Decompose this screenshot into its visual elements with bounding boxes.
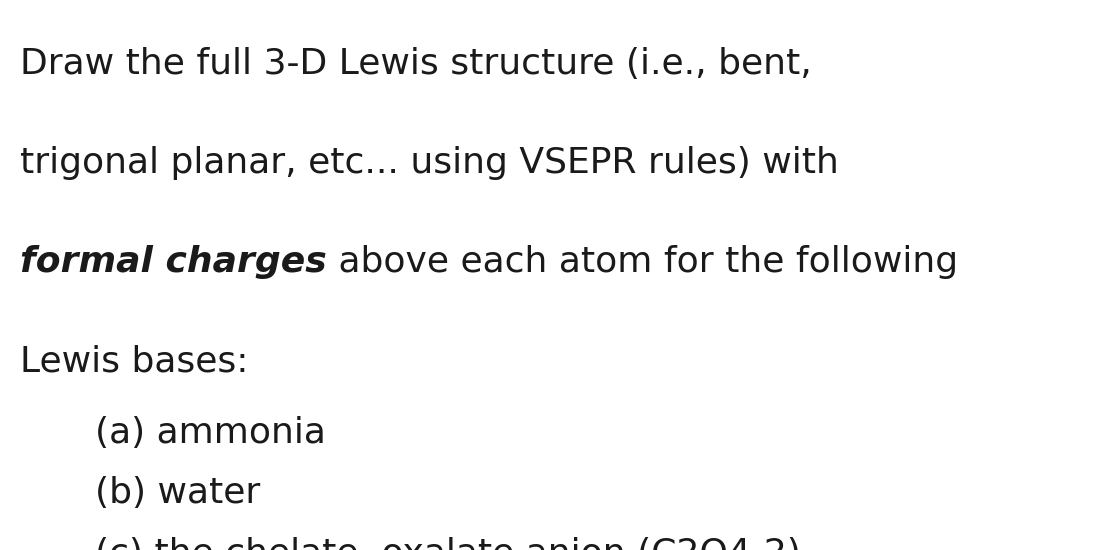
Text: formal charges: formal charges bbox=[20, 245, 327, 279]
Text: trigonal planar, etc... using VSEPR rules) with: trigonal planar, etc... using VSEPR rule… bbox=[20, 146, 839, 180]
Text: (a) ammonia: (a) ammonia bbox=[95, 416, 326, 450]
Text: above each atom for the following: above each atom for the following bbox=[327, 245, 958, 279]
Text: Lewis bases:: Lewis bases: bbox=[20, 344, 248, 378]
Text: Draw the full 3-D Lewis structure (i.e., bent,: Draw the full 3-D Lewis structure (i.e.,… bbox=[20, 47, 812, 81]
Text: (b) water: (b) water bbox=[95, 476, 261, 510]
Text: (c) the chelate, oxalate anion (C2O4-2): (c) the chelate, oxalate anion (C2O4-2) bbox=[95, 537, 801, 550]
